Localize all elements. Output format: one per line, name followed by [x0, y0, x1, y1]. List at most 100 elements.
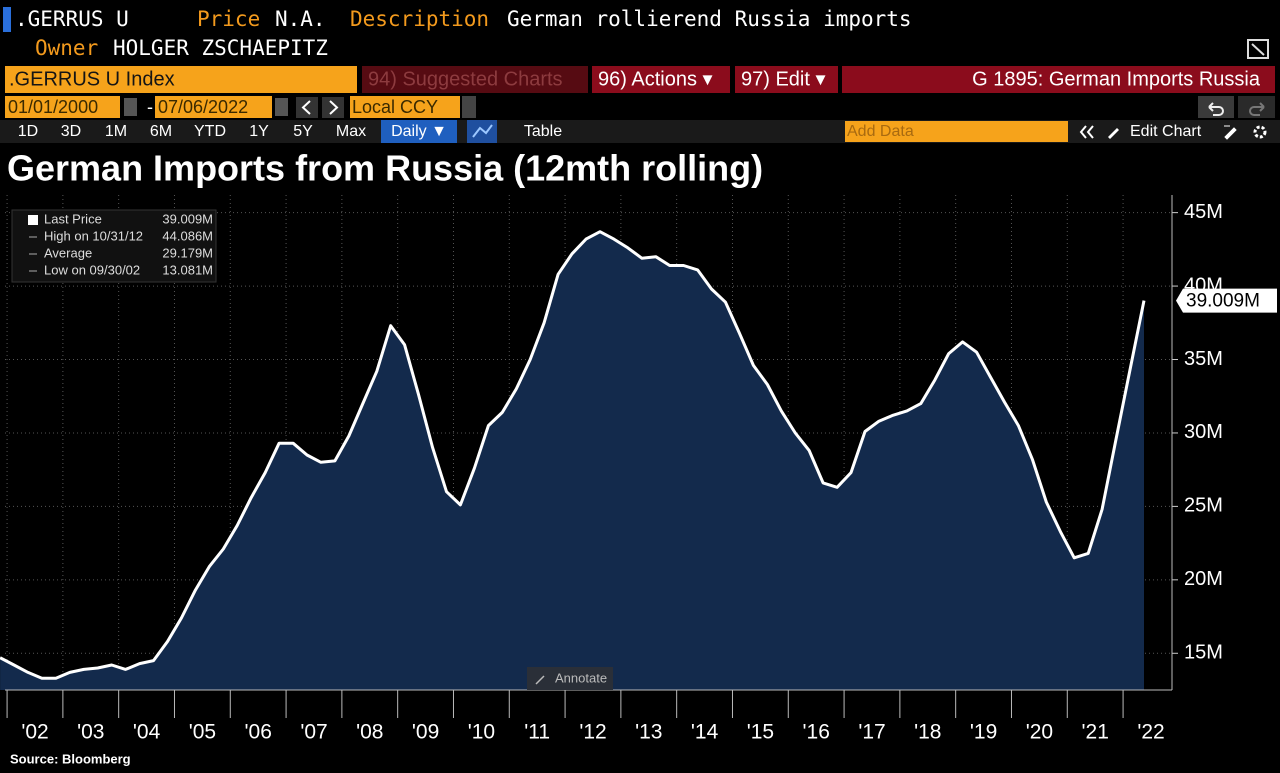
x-tick-label: '06	[245, 721, 272, 744]
legend-value: 39.009M	[162, 211, 213, 226]
x-tick-label: '12	[579, 721, 606, 744]
period-button[interactable]: YTD	[194, 123, 226, 140]
next-button[interactable]	[322, 97, 344, 118]
description-label: Description	[350, 7, 489, 31]
y-tick-label: 25M	[1184, 495, 1223, 517]
line	[0, 230, 1146, 680]
price-label: Price	[197, 7, 260, 31]
chart-type-icon	[472, 124, 493, 138]
next-arrow	[329, 100, 339, 115]
legend-value: 44.086M	[162, 228, 213, 243]
period-button[interactable]: 3D	[61, 123, 81, 140]
suggested-button[interactable]	[362, 66, 588, 93]
actions-label[interactable]: 96) Actions ▾	[598, 68, 713, 90]
last-price-label: 39.009M	[1186, 291, 1260, 312]
x-tick-label: '15	[747, 721, 774, 744]
pencil-icon	[1108, 128, 1119, 139]
calendar-icon[interactable]	[124, 98, 137, 116]
period-button[interactable]: Max	[336, 123, 366, 140]
currency[interactable]: Local CCY	[352, 97, 438, 117]
x-tick-label: '02	[21, 721, 48, 744]
undo-icon	[1208, 102, 1224, 116]
date-separator: -	[147, 97, 153, 117]
x-tick-label: '16	[803, 721, 830, 744]
end-date-box[interactable]	[155, 96, 272, 118]
settings-icon[interactable]	[1253, 125, 1267, 139]
add-data[interactable]: Add Data	[847, 123, 914, 140]
security-field[interactable]: .GERRUS U Index	[9, 68, 175, 90]
add-data-box[interactable]	[845, 121, 1068, 142]
period-button[interactable]: 6M	[150, 123, 172, 140]
frequency[interactable]: Daily ▼	[391, 123, 447, 140]
table-button[interactable]: Table	[524, 123, 562, 140]
security-marker	[3, 7, 11, 32]
start-date[interactable]: 01/01/2000	[8, 97, 98, 117]
y-tick-label: 35M	[1184, 348, 1223, 370]
end-date[interactable]: 07/06/2022	[158, 97, 248, 117]
edit-label[interactable]: 97) Edit ▾	[741, 68, 826, 90]
ticker: .GERRUS U	[15, 7, 129, 31]
legend-box	[11, 209, 217, 283]
legend-name: Low on 09/30/02	[44, 262, 140, 277]
legend: Last Price 39.009M High on 10/31/12 44.086M…	[11, 209, 217, 283]
annotate-button[interactable]	[527, 667, 613, 690]
legend-swatch	[28, 215, 38, 225]
period-button[interactable]: 5Y	[293, 123, 313, 140]
expand-icon-arrow	[1251, 43, 1265, 56]
x-tick-label: '20	[1026, 721, 1053, 744]
x-tick-label: '21	[1082, 721, 1109, 744]
currency-dropdown[interactable]	[462, 96, 476, 118]
legend-value: 13.081M	[162, 262, 213, 277]
chart-name-bar	[842, 66, 1275, 93]
collapse-icon[interactable]	[1079, 125, 1094, 139]
y-tick-label: 30M	[1184, 421, 1223, 443]
legend-name: Last Price	[44, 211, 102, 226]
last-price-tag	[1176, 288, 1277, 313]
y-tick-label: 20M	[1184, 568, 1223, 590]
x-tick-label: '04	[133, 721, 161, 744]
annotate-label[interactable]: Annotate	[555, 670, 607, 685]
edit-icon[interactable]	[1224, 125, 1237, 140]
chart-type-button[interactable]	[467, 120, 497, 143]
calendar-icon[interactable]	[275, 98, 288, 116]
price: N.A.	[275, 7, 326, 31]
start-date-box[interactable]	[5, 96, 120, 118]
y-tick-label: 15M	[1184, 642, 1223, 664]
currency-box[interactable]	[350, 96, 460, 118]
actions-button[interactable]	[592, 66, 730, 93]
x-tick-label: '18	[914, 721, 941, 744]
frequency-button[interactable]	[381, 120, 457, 143]
x-tick-label: '17	[858, 721, 885, 744]
x-tick-label: '05	[189, 721, 216, 744]
x-tick-label: '07	[300, 721, 327, 744]
description: German rollierend Russia imports	[507, 7, 912, 31]
legend-name: High on 10/31/12	[44, 228, 143, 243]
owner-label: Owner	[35, 36, 98, 60]
edit-button[interactable]	[735, 66, 838, 93]
security-box[interactable]	[5, 66, 357, 93]
prev-button[interactable]	[296, 97, 318, 118]
suggested-label[interactable]: 94) Suggested Charts	[368, 68, 563, 90]
expand-icon[interactable]	[1247, 39, 1269, 59]
y-tick-label: 45M	[1184, 201, 1223, 223]
period-button[interactable]: 1D	[18, 123, 38, 140]
period-button[interactable]: 1Y	[249, 123, 269, 140]
redo-icon	[1249, 102, 1265, 116]
x-tick-label: '13	[635, 721, 662, 744]
period-button[interactable]: 1M	[105, 123, 127, 140]
chart-name: G 1895: German Imports Russia	[972, 68, 1261, 90]
x-tick-label: '14	[691, 721, 719, 744]
area	[0, 231, 1145, 690]
annotate-icon	[535, 675, 545, 685]
x-tick-label: '22	[1137, 721, 1164, 744]
x-tick-label: '10	[468, 721, 495, 744]
x-tick-label: '08	[356, 721, 383, 744]
legend-name: Average	[44, 245, 92, 260]
legend-value: 29.179M	[162, 245, 213, 260]
edit-chart[interactable]: Edit Chart	[1130, 123, 1202, 140]
x-tick-label: '03	[77, 721, 104, 744]
period-buttons: 1D 3D 1M 6M YTD 1Y 5Y Max	[18, 123, 366, 140]
